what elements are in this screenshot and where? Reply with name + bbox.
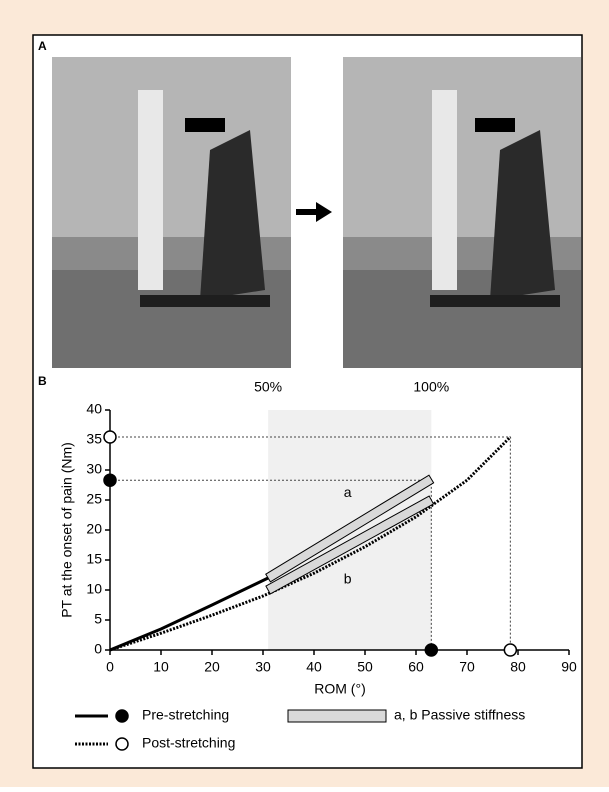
x-tick-label: 40	[306, 659, 322, 675]
y-tick-label: 5	[94, 611, 102, 627]
page: A B PT at the onset of pain (Nm) ROM (°)…	[0, 0, 609, 792]
y-tick-label: 20	[86, 521, 102, 537]
panel-label: B	[38, 374, 47, 388]
region-label: 100%	[413, 379, 449, 395]
onset-marker	[425, 644, 437, 656]
stiffness-label: a	[344, 484, 352, 500]
x-tick-label: 70	[459, 659, 475, 675]
y-tick-label: 25	[86, 491, 102, 507]
x-tick-label: 30	[255, 659, 271, 675]
y-axis-label: PT at the onset of pain (Nm)	[59, 442, 75, 618]
y-tick-label: 35	[86, 431, 102, 447]
x-tick-label: 90	[561, 659, 577, 675]
y-tick-label: 40	[86, 401, 102, 417]
x-tick-label: 50	[357, 659, 373, 675]
legend-label: a, b Passive stiffness	[394, 707, 525, 723]
panel-label: A	[38, 39, 47, 53]
figure: A B PT at the onset of pain (Nm) ROM (°)…	[0, 0, 609, 787]
legend-swatch	[288, 710, 386, 722]
stiffness-label: b	[344, 571, 352, 587]
onset-marker	[104, 431, 116, 443]
x-tick-label: 0	[106, 659, 114, 675]
x-tick-label: 60	[408, 659, 424, 675]
x-axis-label: ROM (°)	[314, 681, 365, 697]
y-tick-label: 30	[86, 461, 102, 477]
x-tick-label: 80	[510, 659, 526, 675]
photo-left	[52, 57, 291, 368]
region-label: 50%	[254, 379, 282, 395]
onset-marker	[504, 644, 516, 656]
legend-label: Pre-stretching	[142, 707, 229, 723]
legend-marker	[116, 710, 128, 722]
y-tick-label: 10	[86, 581, 102, 597]
legend-label: Post-stretching	[142, 735, 235, 751]
legend-marker	[116, 738, 128, 750]
y-tick-label: 15	[86, 551, 102, 567]
x-tick-label: 10	[153, 659, 169, 675]
y-tick-label: 0	[94, 641, 102, 657]
photo-right	[343, 57, 581, 368]
onset-marker	[104, 474, 116, 486]
x-tick-label: 20	[204, 659, 220, 675]
